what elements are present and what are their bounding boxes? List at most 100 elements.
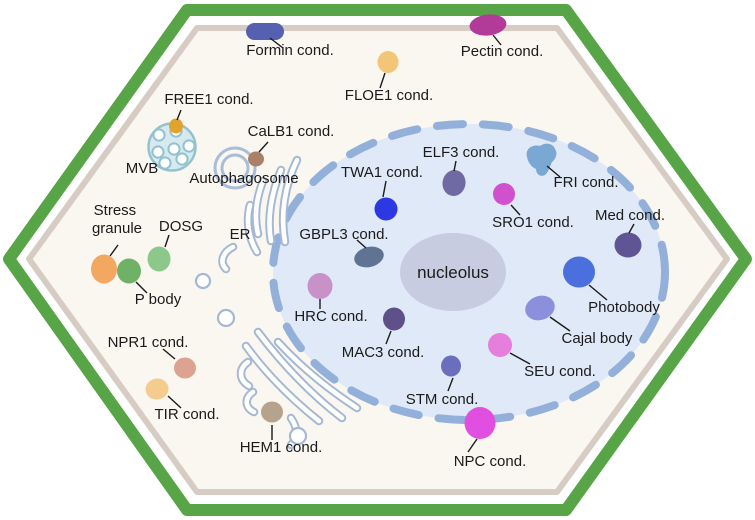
hrc-blob [307, 273, 333, 299]
twa1-blob [374, 197, 398, 221]
stm-label: STM cond. [406, 391, 479, 408]
autophagosome-label: Autophagosome [189, 170, 298, 187]
condensate-formin: Formin cond. [246, 23, 334, 59]
tir-label: TIR cond. [154, 406, 219, 423]
condensate-dosg: DOSG [147, 218, 203, 272]
nucleus: nucleolus [269, 120, 669, 424]
pectin-blob [469, 14, 507, 36]
sro1-blob [493, 183, 515, 205]
p-body-label: P body [135, 291, 182, 308]
mac3-blob [383, 307, 405, 331]
condensate-sro1: SRO1 cond. [492, 183, 574, 231]
npr1-leader-line [162, 348, 176, 360]
condensate-fri: FRI cond. [526, 143, 619, 191]
npr1-blob [174, 357, 196, 379]
calb1-label: CaLB1 cond. [248, 123, 335, 140]
condensate-hrc: HRC cond. [294, 273, 368, 325]
pectin-leader-line [492, 34, 502, 46]
seu-label: SEU cond. [524, 363, 596, 380]
mvb-vesicle [152, 128, 166, 142]
er-vesicle [288, 426, 308, 446]
fri-label: FRI cond. [553, 174, 618, 191]
mvb-vesicle [151, 145, 165, 159]
mvb-vesicle [158, 156, 172, 170]
condensate-elf3: ELF3 cond. [423, 144, 499, 196]
hem1-blob [261, 401, 283, 423]
photobody-leader-line [588, 284, 608, 301]
condensate-stm: STM cond. [406, 355, 479, 408]
autophagosome [213, 146, 257, 190]
nuclear-envelope [269, 120, 669, 424]
nucleolus [400, 233, 506, 311]
condensate-cajal-body: Cajal body [525, 295, 633, 347]
condensate-p-body: P body [117, 258, 182, 308]
npc-blob [464, 407, 496, 439]
mvb-vesicle [167, 142, 181, 156]
dosg-blob [147, 246, 171, 272]
med-label: Med cond. [595, 207, 665, 224]
condensate-npr1: NPR1 cond. [108, 334, 196, 379]
hem1-label: HEM1 cond. [240, 439, 323, 456]
hrc-label: HRC cond. [294, 308, 367, 325]
npc-label: NPC cond. [454, 453, 527, 470]
dosg-leader-line [164, 234, 170, 248]
mvb-label: MVB [126, 160, 159, 177]
mvb-vesicle [182, 139, 196, 153]
seu-leader-line [509, 352, 531, 365]
condensate-seu: SEU cond. [488, 333, 596, 380]
condensate-pectin: Pectin cond. [461, 14, 544, 60]
stm-blob [441, 355, 461, 377]
stm-leader-line [447, 377, 454, 392]
gbpl3-label: GBPL3 cond. [299, 226, 388, 243]
condensate-hem1: HEM1 cond. [240, 401, 323, 456]
floe1-label: FLOE1 cond. [345, 87, 433, 104]
dosg-label: DOSG [159, 218, 203, 235]
elf3-blob [442, 170, 466, 196]
condensate-twa1: TWA1 cond. [341, 164, 423, 221]
sro1-label: SRO1 cond. [492, 214, 574, 231]
med-blob [614, 232, 642, 258]
mac3-leader-line [385, 330, 392, 345]
free1-blob [169, 118, 183, 134]
pectin-label: Pectin cond. [461, 43, 544, 60]
stress-granule-blob [91, 254, 117, 284]
gbpl3-blob [354, 246, 384, 268]
floe1-blob [377, 51, 399, 73]
formin-label: Formin cond. [246, 42, 334, 59]
cajal-body-blob [525, 295, 555, 321]
er: ER [194, 160, 357, 446]
er-vesicle [216, 308, 236, 328]
condensate-med: Med cond. [595, 207, 665, 258]
mac3-label: MAC3 cond. [342, 344, 425, 361]
er-vesicle [194, 272, 212, 290]
npc-leader-line [467, 438, 478, 453]
cajal-body-leader-line [549, 316, 571, 332]
condensate-npc: NPC cond. [454, 407, 527, 470]
mvb-vesicle [175, 152, 189, 166]
condensate-calb1: CaLB1 cond. [248, 123, 335, 167]
formin-leader-line [269, 37, 284, 49]
cell-wall [3, 4, 752, 516]
sro1-leader-line [510, 204, 521, 216]
free1-leader-line [176, 109, 182, 121]
calb1-leader-line [258, 141, 269, 153]
stress-granule-label: Stress granule [92, 202, 142, 237]
photobody-label: Photobody [588, 299, 660, 316]
free1-label: FREE1 cond. [164, 91, 253, 108]
tir-blob [145, 378, 169, 400]
plasma-membrane [26, 25, 730, 495]
condensate-tir: TIR cond. [145, 378, 220, 423]
condensate-stress-granule: Stress granule [91, 202, 142, 284]
elf3-leader-line [453, 160, 457, 172]
photobody-blob [563, 256, 595, 288]
floe1-leader-line [379, 72, 386, 89]
twa1-label: TWA1 cond. [341, 164, 423, 181]
er-label: ER [230, 226, 251, 243]
condensate-gbpl3: GBPL3 cond. [299, 226, 389, 268]
tir-leader-line [167, 395, 182, 409]
twa1-leader-line [382, 180, 387, 198]
npr1-label: NPR1 cond. [108, 334, 189, 351]
calb1-blob [248, 151, 264, 167]
